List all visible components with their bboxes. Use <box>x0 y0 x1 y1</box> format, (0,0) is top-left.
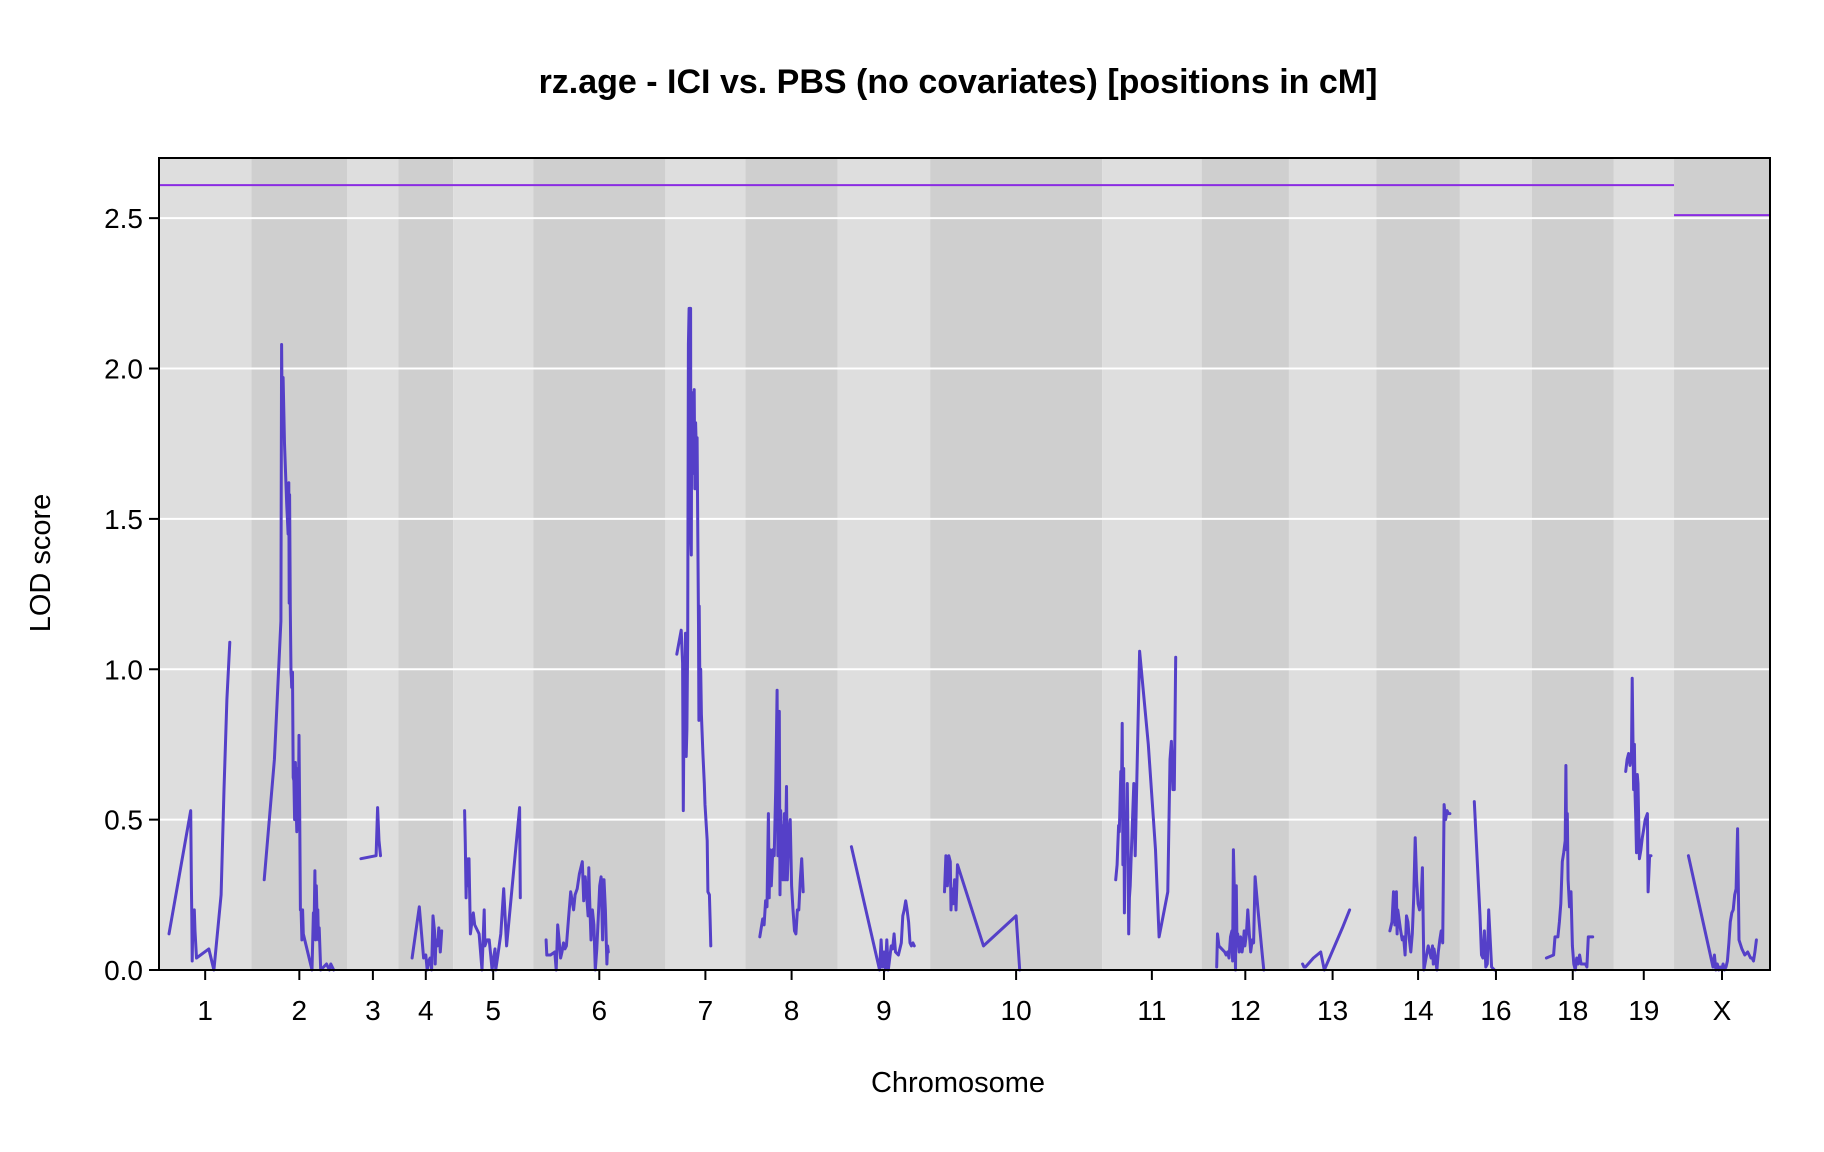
lod-line-chr-16 <box>1472 800 1496 972</box>
x-tick-label: 16 <box>1480 995 1511 1026</box>
y-tick-label: 2.0 <box>104 354 143 385</box>
lod-line-chr-10 <box>943 854 1022 972</box>
y-tick-label: 2.5 <box>104 203 143 234</box>
x-tick-label: 9 <box>876 995 892 1026</box>
chart-title: rz.age - ICI vs. PBS (no covariates) [po… <box>539 63 1378 101</box>
y-tick-label: 0.0 <box>104 955 143 986</box>
lod-line-chr-13 <box>1301 908 1352 972</box>
y-axis-ticks: 0.0 0.5 1.0 1.5 2.0 2.5 <box>104 203 159 986</box>
x-tick-label: 11 <box>1137 995 1166 1026</box>
chromosome-band-18 <box>1532 158 1614 970</box>
x-tick-label: 5 <box>485 995 501 1026</box>
x-tick-label: 14 <box>1403 995 1434 1026</box>
chromosome-band-9 <box>837 158 931 970</box>
chromosome-band-4 <box>398 158 454 970</box>
x-axis-ticks: 1 2 3 4 5 6 7 8 9 10 11 12 13 14 16 18 19 X <box>197 970 1732 1026</box>
chromosome-band-x <box>1674 158 1770 970</box>
x-tick-label: 19 <box>1628 995 1659 1026</box>
x-tick-label: 12 <box>1230 995 1261 1026</box>
lod-line-chr-14 <box>1388 803 1452 972</box>
lod-line-chr-19 <box>1624 676 1653 894</box>
chromosome-band-7 <box>665 158 746 970</box>
chromosome-band-12 <box>1201 158 1289 970</box>
chromosome-band-3 <box>347 158 399 970</box>
lod-line-chr-2 <box>262 343 336 972</box>
x-tick-label: 18 <box>1557 995 1588 1026</box>
chromosome-band-6 <box>533 158 666 970</box>
lod-line-chr-x <box>1686 827 1758 972</box>
x-tick-label: X <box>1713 995 1732 1026</box>
lod-line-chr-12 <box>1215 848 1266 972</box>
chromosome-band-14 <box>1376 158 1460 970</box>
chromosome-band-19 <box>1613 158 1675 970</box>
x-tick-label: 13 <box>1317 995 1348 1026</box>
y-tick-label: 1.0 <box>104 654 143 685</box>
x-tick-label: 10 <box>1001 995 1032 1026</box>
x-tick-label: 8 <box>784 995 800 1026</box>
lod-series <box>167 306 1758 972</box>
x-tick-label: 3 <box>365 995 381 1026</box>
y-axis-label: LOD score <box>25 494 57 633</box>
lod-line-chr-3 <box>359 806 382 861</box>
chromosome-band-1 <box>159 158 252 970</box>
x-tick-label: 2 <box>292 995 308 1026</box>
chromosome-band-13 <box>1288 158 1377 970</box>
lod-line-chr-4 <box>410 905 444 972</box>
x-tick-label: 7 <box>698 995 714 1026</box>
plot-frame <box>158 157 1771 971</box>
x-axis-label: Chromosome <box>871 1067 1045 1099</box>
y-tick-label: 0.5 <box>104 805 143 836</box>
x-tick-label: 4 <box>418 995 434 1026</box>
x-tick-label: 1 <box>197 995 213 1026</box>
chromosome-band-16 <box>1459 158 1533 970</box>
lod-line-chr-7 <box>675 306 713 948</box>
lod-line-chr-6 <box>544 860 610 972</box>
lod-line-chr-18 <box>1544 764 1595 972</box>
lod-line-chr-9 <box>849 845 916 972</box>
chromosome-bands <box>159 158 1770 970</box>
lod-line-chr-8 <box>758 688 805 939</box>
lod-line-chr-11 <box>1114 649 1178 939</box>
lod-line-chr-5 <box>463 806 522 972</box>
grid-lines <box>159 217 1770 821</box>
y-tick-label: 1.5 <box>104 504 143 535</box>
lod-line-chr-1 <box>167 640 232 972</box>
x-tick-label: 6 <box>592 995 608 1026</box>
chromosome-band-10 <box>930 158 1103 970</box>
significance-thresholds <box>159 184 1770 217</box>
